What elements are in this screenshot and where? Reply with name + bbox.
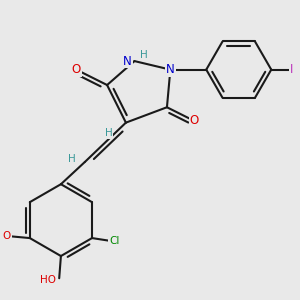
- Text: I: I: [290, 63, 293, 76]
- Text: O: O: [3, 231, 11, 242]
- Text: H: H: [68, 154, 76, 164]
- Text: O: O: [72, 63, 81, 76]
- Text: H: H: [140, 50, 148, 60]
- Text: HO: HO: [40, 275, 56, 285]
- Text: Cl: Cl: [109, 236, 119, 247]
- Text: N: N: [123, 55, 132, 68]
- Text: N: N: [166, 63, 175, 76]
- Text: H: H: [105, 128, 113, 138]
- Text: O: O: [190, 114, 199, 128]
